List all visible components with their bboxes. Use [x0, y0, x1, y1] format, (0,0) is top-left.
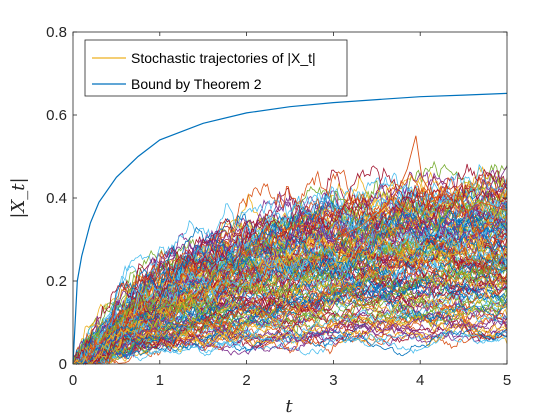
trajectory-line — [72, 235, 508, 365]
trajectory-line — [72, 302, 508, 365]
legend-label-bound: Bound by Theorem 2 — [131, 76, 262, 92]
trajectory-line — [72, 311, 508, 365]
x-tick-label: 5 — [503, 372, 511, 389]
y-tick-labels: 0 0.2 0.4 0.6 0.8 — [46, 24, 67, 373]
trajectory-line — [72, 172, 508, 365]
bound-line — [72, 92, 508, 365]
x-tick-label: 0 — [69, 372, 77, 389]
trajectory-line — [72, 187, 508, 365]
y-tick-label: 0.8 — [46, 24, 67, 41]
y-tick-label: 0 — [59, 356, 67, 373]
trajectory-line — [72, 327, 507, 365]
trajectory-line — [72, 272, 508, 365]
y-tick-label: 0.6 — [46, 107, 67, 124]
y-tick-label: 0.2 — [46, 273, 67, 290]
trajectory-line — [72, 254, 508, 365]
x-tick-labels: 0 1 2 3 4 5 — [69, 372, 511, 389]
legend-box — [84, 39, 348, 97]
trajectory-line — [72, 271, 508, 365]
x-tick-label: 3 — [329, 372, 337, 389]
trajectory-line — [72, 163, 508, 365]
legend: Stochastic trajectories of |X_t| Bound b… — [84, 39, 348, 97]
trajectory-line — [72, 166, 508, 365]
trajectory-line — [72, 197, 508, 365]
trajectory-line — [72, 299, 508, 365]
trajectory-line — [72, 209, 508, 365]
tick-marks — [72, 31, 508, 365]
y-tick-label: 0.4 — [46, 190, 67, 207]
trajectory-line — [72, 282, 508, 365]
x-tick-label: 4 — [416, 372, 424, 389]
trajectory-line — [72, 289, 508, 365]
legend-label-trajectories: Stochastic trajectories of |X_t| — [131, 50, 316, 66]
x-axis-label: t — [285, 396, 293, 417]
y-axis-label: |X_t| — [8, 177, 29, 218]
trajectory-line — [72, 316, 508, 365]
trajectory-line — [72, 194, 508, 365]
x-tick-label: 1 — [156, 372, 164, 389]
trajectory-line — [72, 283, 508, 365]
trajectory-lines — [72, 135, 508, 366]
trajectory-line — [72, 163, 508, 365]
trajectory-line — [72, 245, 508, 365]
trajectory-line — [333, 135, 508, 240]
trajectory-line — [72, 219, 508, 365]
x-tick-label: 2 — [242, 372, 250, 389]
bound-curve — [72, 92, 508, 365]
trajectory-line — [72, 244, 508, 365]
trajectory-line — [72, 172, 508, 365]
